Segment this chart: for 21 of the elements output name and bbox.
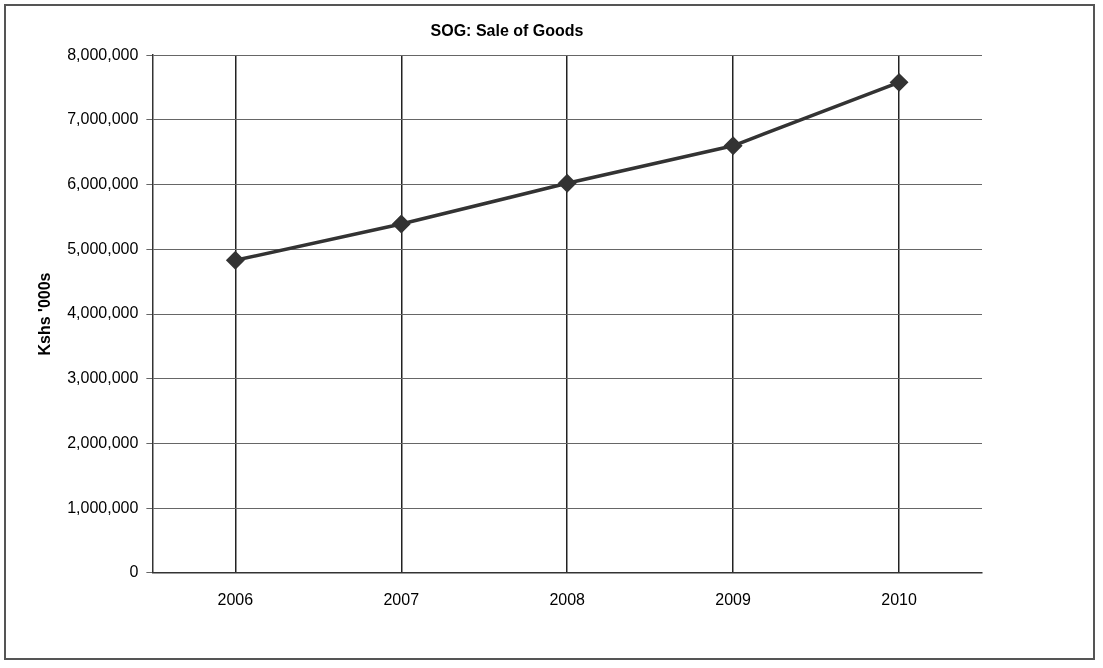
y-tick-label: 0: [129, 563, 139, 581]
y-tick-label: 5,000,000: [67, 239, 139, 257]
y-tick-label: 4,000,000: [67, 304, 139, 322]
y-tick-label: 6,000,000: [67, 175, 139, 193]
y-tick-label: 7,000,000: [67, 110, 139, 128]
y-tick-label: 3,000,000: [67, 369, 139, 387]
y-tick-label: 8,000,000: [67, 45, 139, 63]
chart-title: SOG: Sale of Goods: [430, 22, 584, 40]
point: [890, 73, 908, 92]
point: [558, 174, 576, 193]
y-tick-label: 1,000,000: [67, 498, 139, 516]
x-tick-label: 2006: [217, 590, 254, 608]
point: [724, 137, 742, 155]
x-tick-label: 2007: [383, 590, 420, 608]
y-axis-title: Kshs '000s: [36, 272, 54, 356]
point: [392, 215, 411, 233]
y-tick-label: 2,000,000: [67, 433, 139, 451]
x-tick-label: 2008: [549, 590, 586, 608]
point: [226, 251, 245, 270]
x-tick-label: 2009: [715, 590, 752, 608]
x-tick-label: 2010: [881, 590, 917, 608]
